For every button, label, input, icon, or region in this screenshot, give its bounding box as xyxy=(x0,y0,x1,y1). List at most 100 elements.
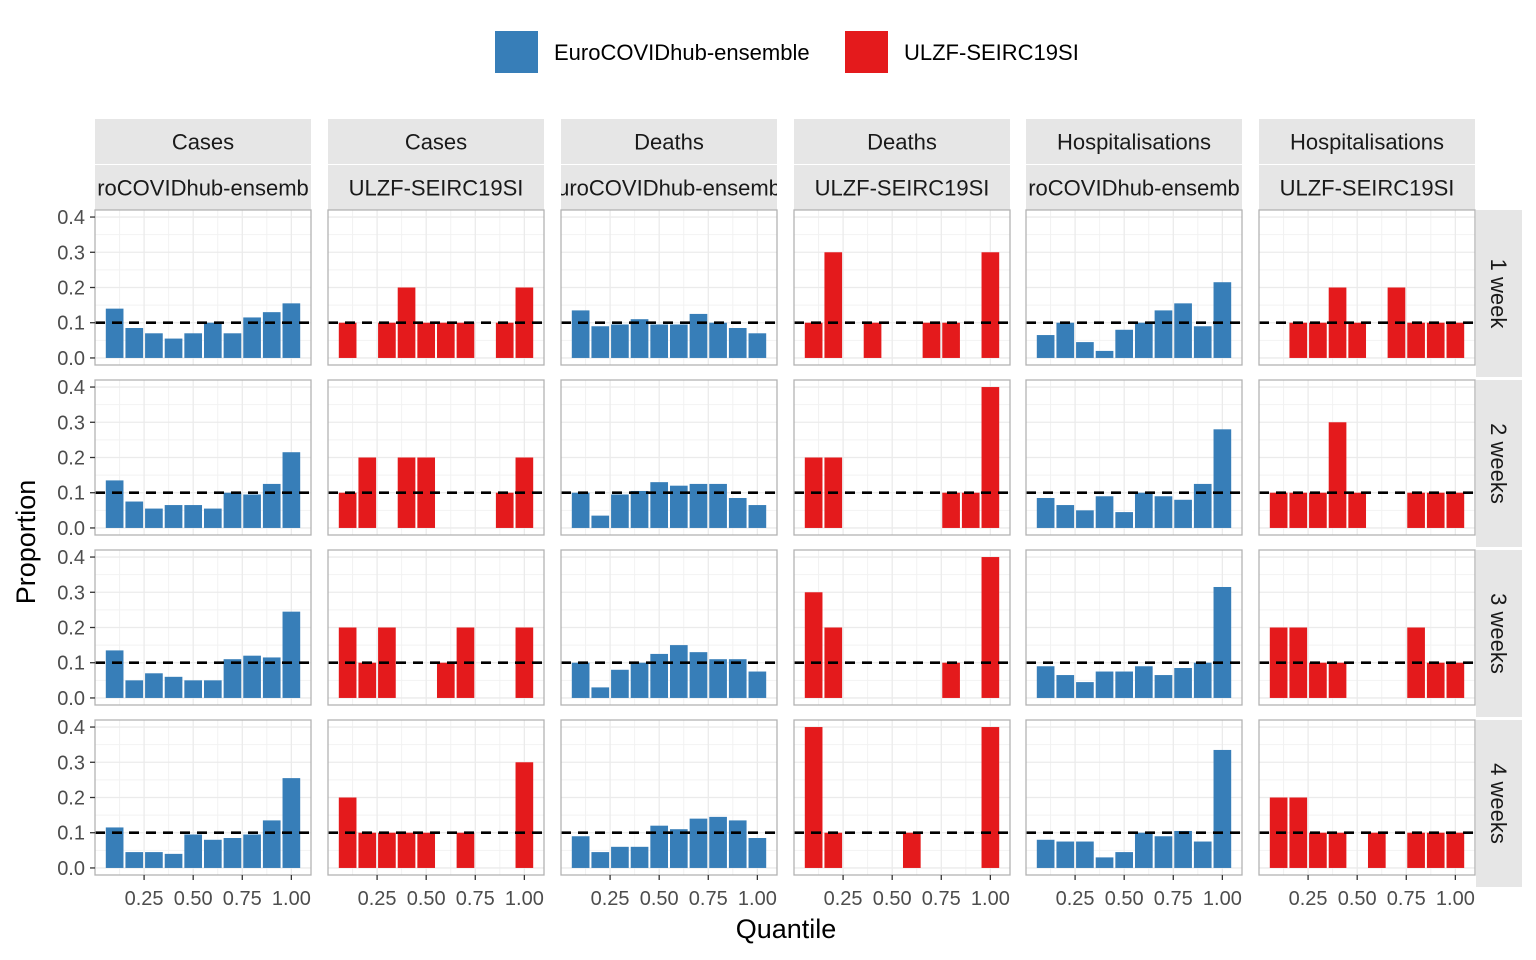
y-tick-label: 0.2 xyxy=(57,448,85,470)
x-axis-title: Quantile xyxy=(736,914,837,944)
bar xyxy=(650,653,669,698)
x-tick-label: 0.50 xyxy=(407,888,446,910)
panel xyxy=(793,549,1011,706)
bar xyxy=(1367,832,1386,868)
bar xyxy=(611,324,629,358)
bar xyxy=(669,645,688,698)
bar xyxy=(630,846,649,868)
y-tick-label: 0.4 xyxy=(57,377,85,399)
bar xyxy=(1446,492,1465,528)
bar xyxy=(1328,422,1347,528)
x-tick-label: 1.00 xyxy=(505,888,544,910)
panel-border xyxy=(793,209,1011,366)
column-strip: Deaths uroCOVIDhub-ensemb xyxy=(561,119,777,210)
x-tick-label: 0.25 xyxy=(1289,888,1328,910)
strip-target-bg xyxy=(1259,119,1475,164)
y-tick-label: 0.1 xyxy=(57,823,85,845)
strip-horizon-label: 4 weeks xyxy=(1486,763,1511,844)
row-strip: 4 weeks xyxy=(1476,720,1522,887)
bar xyxy=(378,832,396,868)
bar xyxy=(571,836,590,868)
strip-model-bg xyxy=(1026,165,1242,210)
bar xyxy=(436,662,455,698)
y-tick-label: 0.3 xyxy=(57,582,85,604)
bar xyxy=(1328,662,1347,698)
bar xyxy=(184,333,203,358)
bar xyxy=(145,508,163,528)
bar xyxy=(863,322,882,358)
panel-border xyxy=(793,549,1011,706)
bar xyxy=(1095,496,1114,528)
panel: 0.0 0.1 0.2 0.3 0.4 0.25 0.50 0.75 1.00 xyxy=(57,717,312,910)
row-strip: 1 week xyxy=(1476,210,1522,377)
bar xyxy=(203,508,222,528)
bar xyxy=(184,834,203,868)
panel-border xyxy=(1025,719,1243,876)
bar xyxy=(748,505,767,528)
bar xyxy=(164,505,183,528)
bar xyxy=(1095,857,1114,868)
bar xyxy=(650,482,669,528)
x-tick-label: 0.50 xyxy=(873,888,912,910)
bar xyxy=(669,485,688,528)
bar xyxy=(650,324,669,358)
x-tick-label: 0.25 xyxy=(1056,888,1095,910)
bar xyxy=(243,317,261,358)
bar xyxy=(728,820,747,868)
y-tick-label: 0.2 xyxy=(57,618,85,640)
panel-border xyxy=(560,209,778,366)
bar xyxy=(1328,832,1347,868)
bar xyxy=(1328,287,1347,358)
bar xyxy=(981,387,1000,528)
bar xyxy=(184,505,203,528)
y-tick-label: 0.2 xyxy=(57,278,85,300)
bar xyxy=(630,319,649,358)
bar xyxy=(417,322,436,358)
bar xyxy=(358,662,377,698)
strip-model-label: roCOVIDhub-ensemb xyxy=(1028,176,1240,201)
row-strip: 3 weeks xyxy=(1476,550,1522,717)
strip-horizon-label: 2 weeks xyxy=(1486,423,1511,504)
strip-target-bg xyxy=(328,119,544,164)
bar xyxy=(824,832,843,868)
panel-border xyxy=(1258,719,1476,876)
strip-horizon-bg xyxy=(1476,380,1522,547)
bar xyxy=(1213,749,1232,868)
bar xyxy=(125,328,144,358)
bar xyxy=(1213,586,1232,698)
bar xyxy=(243,655,261,698)
x-tick-label: 0.50 xyxy=(1105,888,1144,910)
bar xyxy=(1056,675,1075,698)
bar xyxy=(1426,832,1445,868)
bar xyxy=(1036,498,1055,528)
bar xyxy=(145,333,163,358)
bar xyxy=(591,515,610,528)
column-strip: Hospitalisations roCOVIDhub-ensemb xyxy=(1026,119,1242,210)
bar xyxy=(243,834,261,868)
bar xyxy=(1446,832,1465,868)
bar xyxy=(262,312,281,358)
strip-model-bg xyxy=(1259,165,1475,210)
bar xyxy=(1174,499,1192,528)
bar xyxy=(1154,675,1173,698)
bar xyxy=(804,592,823,698)
bar xyxy=(709,659,727,698)
bar xyxy=(709,322,727,358)
x-tick-label: 0.25 xyxy=(591,888,630,910)
strip-horizon-bg xyxy=(1476,550,1522,717)
bar xyxy=(1036,335,1055,358)
y-tick-label: 0.0 xyxy=(57,858,85,880)
strip-horizon-bg xyxy=(1476,210,1522,377)
panel-border xyxy=(1258,549,1476,706)
bar xyxy=(262,483,281,528)
bar xyxy=(1269,492,1288,528)
bar xyxy=(1309,322,1327,358)
y-tick-label: 0.0 xyxy=(57,348,85,370)
panel xyxy=(1025,549,1243,706)
x-tick-label: 0.50 xyxy=(174,888,213,910)
bar xyxy=(378,322,396,358)
column-strip: Cases roCOVIDhub-ensemb xyxy=(95,119,311,210)
bar xyxy=(1134,492,1153,528)
bar xyxy=(1076,682,1094,698)
